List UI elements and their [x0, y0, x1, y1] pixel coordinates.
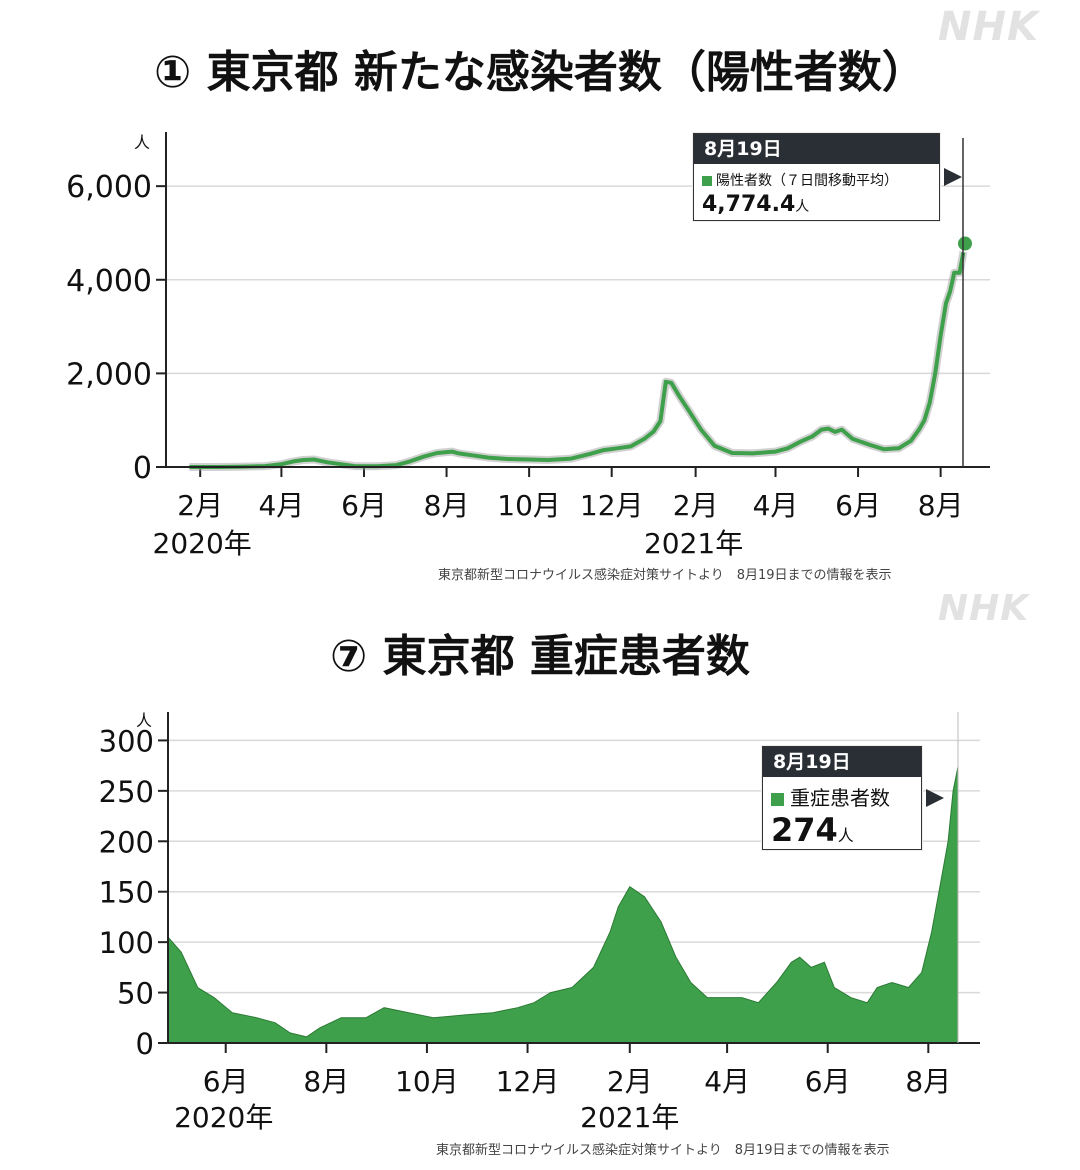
year-label: 2020年 [174, 1101, 273, 1134]
x-tick-label: 6月 [805, 1065, 851, 1098]
chart2-title: ⑦ 東京都 重症患者数 [330, 631, 750, 682]
y-unit-label: 人 [134, 133, 150, 152]
y-tick-label: 2,000 [66, 357, 152, 392]
x-tick-label: 4月 [753, 489, 799, 522]
chart1-callout-unit: 人 [795, 199, 810, 215]
chart1-callout-date: 8月19日 [694, 134, 939, 164]
chart2-callout-unit: 人 [837, 826, 854, 845]
x-tick-label: 6月 [341, 489, 387, 522]
chart1-callout-value-row: 4,774.4人 [694, 190, 939, 219]
chart2-callout-value: 274 [771, 811, 838, 849]
chart2-callout-pointer-icon [926, 789, 944, 807]
chart2-plot: 300 250 200 150 100 50 0 人 6月 8月 10月 12月 2月 4月 6月 8月 20… [99, 711, 980, 1134]
x-tick-label: 2月 [607, 1065, 653, 1098]
y-tick-label: 300 [99, 724, 154, 758]
x-tick-label: 8月 [905, 1065, 951, 1098]
chart2-callout: 8月19日 重症患者数 274人 [762, 746, 922, 850]
y-tick-label: 250 [99, 775, 154, 809]
x-tick-label: 6月 [835, 489, 881, 522]
nhk-logo-top: NHK [938, 4, 1039, 50]
year-label: 2021年 [644, 527, 743, 560]
y-tick-label: 100 [99, 926, 154, 960]
y-unit-label: 人 [136, 711, 152, 730]
x-tick-label: 6月 [203, 1065, 249, 1098]
x-tick-label: 8月 [918, 489, 964, 522]
x-tick-label: 12月 [496, 1065, 560, 1098]
chart1-title: ① 東京都 新たな感染者数（陽性者数） [154, 47, 926, 98]
chart1-callout-value: 4,774.4 [702, 192, 796, 217]
x-tick-label: 8月 [424, 489, 470, 522]
chart1-plot: 6,000 4,000 2,000 0 人 2月 4月 6月 8月 10月 12月 2月 4月 6月 8月… [66, 132, 990, 560]
legend-swatch-icon [771, 793, 784, 806]
chart1-callout-legend: 陽性者数（７日間移動平均） [694, 164, 939, 190]
chart2-callout-legend: 重症患者数 [763, 777, 921, 811]
x-tick-label: 8月 [303, 1065, 349, 1098]
chart2-callout-series: 重症患者数 [790, 786, 890, 810]
x-tick-label: 4月 [704, 1065, 750, 1098]
chart2-callout-date: 8月19日 [763, 747, 921, 777]
year-label: 2021年 [580, 1101, 679, 1134]
y-tick-label: 0 [136, 1027, 154, 1061]
x-tick-label: 12月 [580, 489, 644, 522]
chart1-callout: 8月19日 陽性者数（７日間移動平均） 4,774.4人 [693, 133, 940, 221]
y-tick-label: 50 [117, 977, 154, 1011]
series-area [167, 766, 959, 1044]
y-tick-label: 200 [99, 825, 154, 859]
chart1-callout-series: 陽性者数（７日間移動平均） [716, 173, 898, 189]
chart1-callout-pointer-icon [944, 168, 962, 186]
x-tick-label: 10月 [395, 1065, 459, 1098]
legend-swatch-icon [702, 176, 712, 186]
x-tick-label: 2月 [673, 489, 719, 522]
y-tick-label: 4,000 [66, 264, 152, 299]
latest-point [956, 234, 974, 253]
chart2-source: 東京都新型コロナウイルス感染症対策サイトより 8月19日までの情報を表示 [436, 1143, 890, 1158]
year-label: 2020年 [153, 527, 252, 560]
x-tick-label: 4月 [258, 489, 304, 522]
series-line [189, 243, 967, 469]
chart1-source: 東京都新型コロナウイルス感染症対策サイトより 8月19日までの情報を表示 [438, 568, 892, 583]
chart2-callout-value-row: 274人 [763, 811, 921, 849]
y-tick-label: 0 [133, 451, 152, 486]
nhk-logo-middle: NHK [938, 588, 1030, 629]
x-tick-label: 10月 [497, 489, 561, 522]
y-tick-label: 6,000 [66, 170, 152, 205]
x-tick-label: 2月 [177, 489, 223, 522]
y-tick-label: 150 [99, 876, 154, 910]
